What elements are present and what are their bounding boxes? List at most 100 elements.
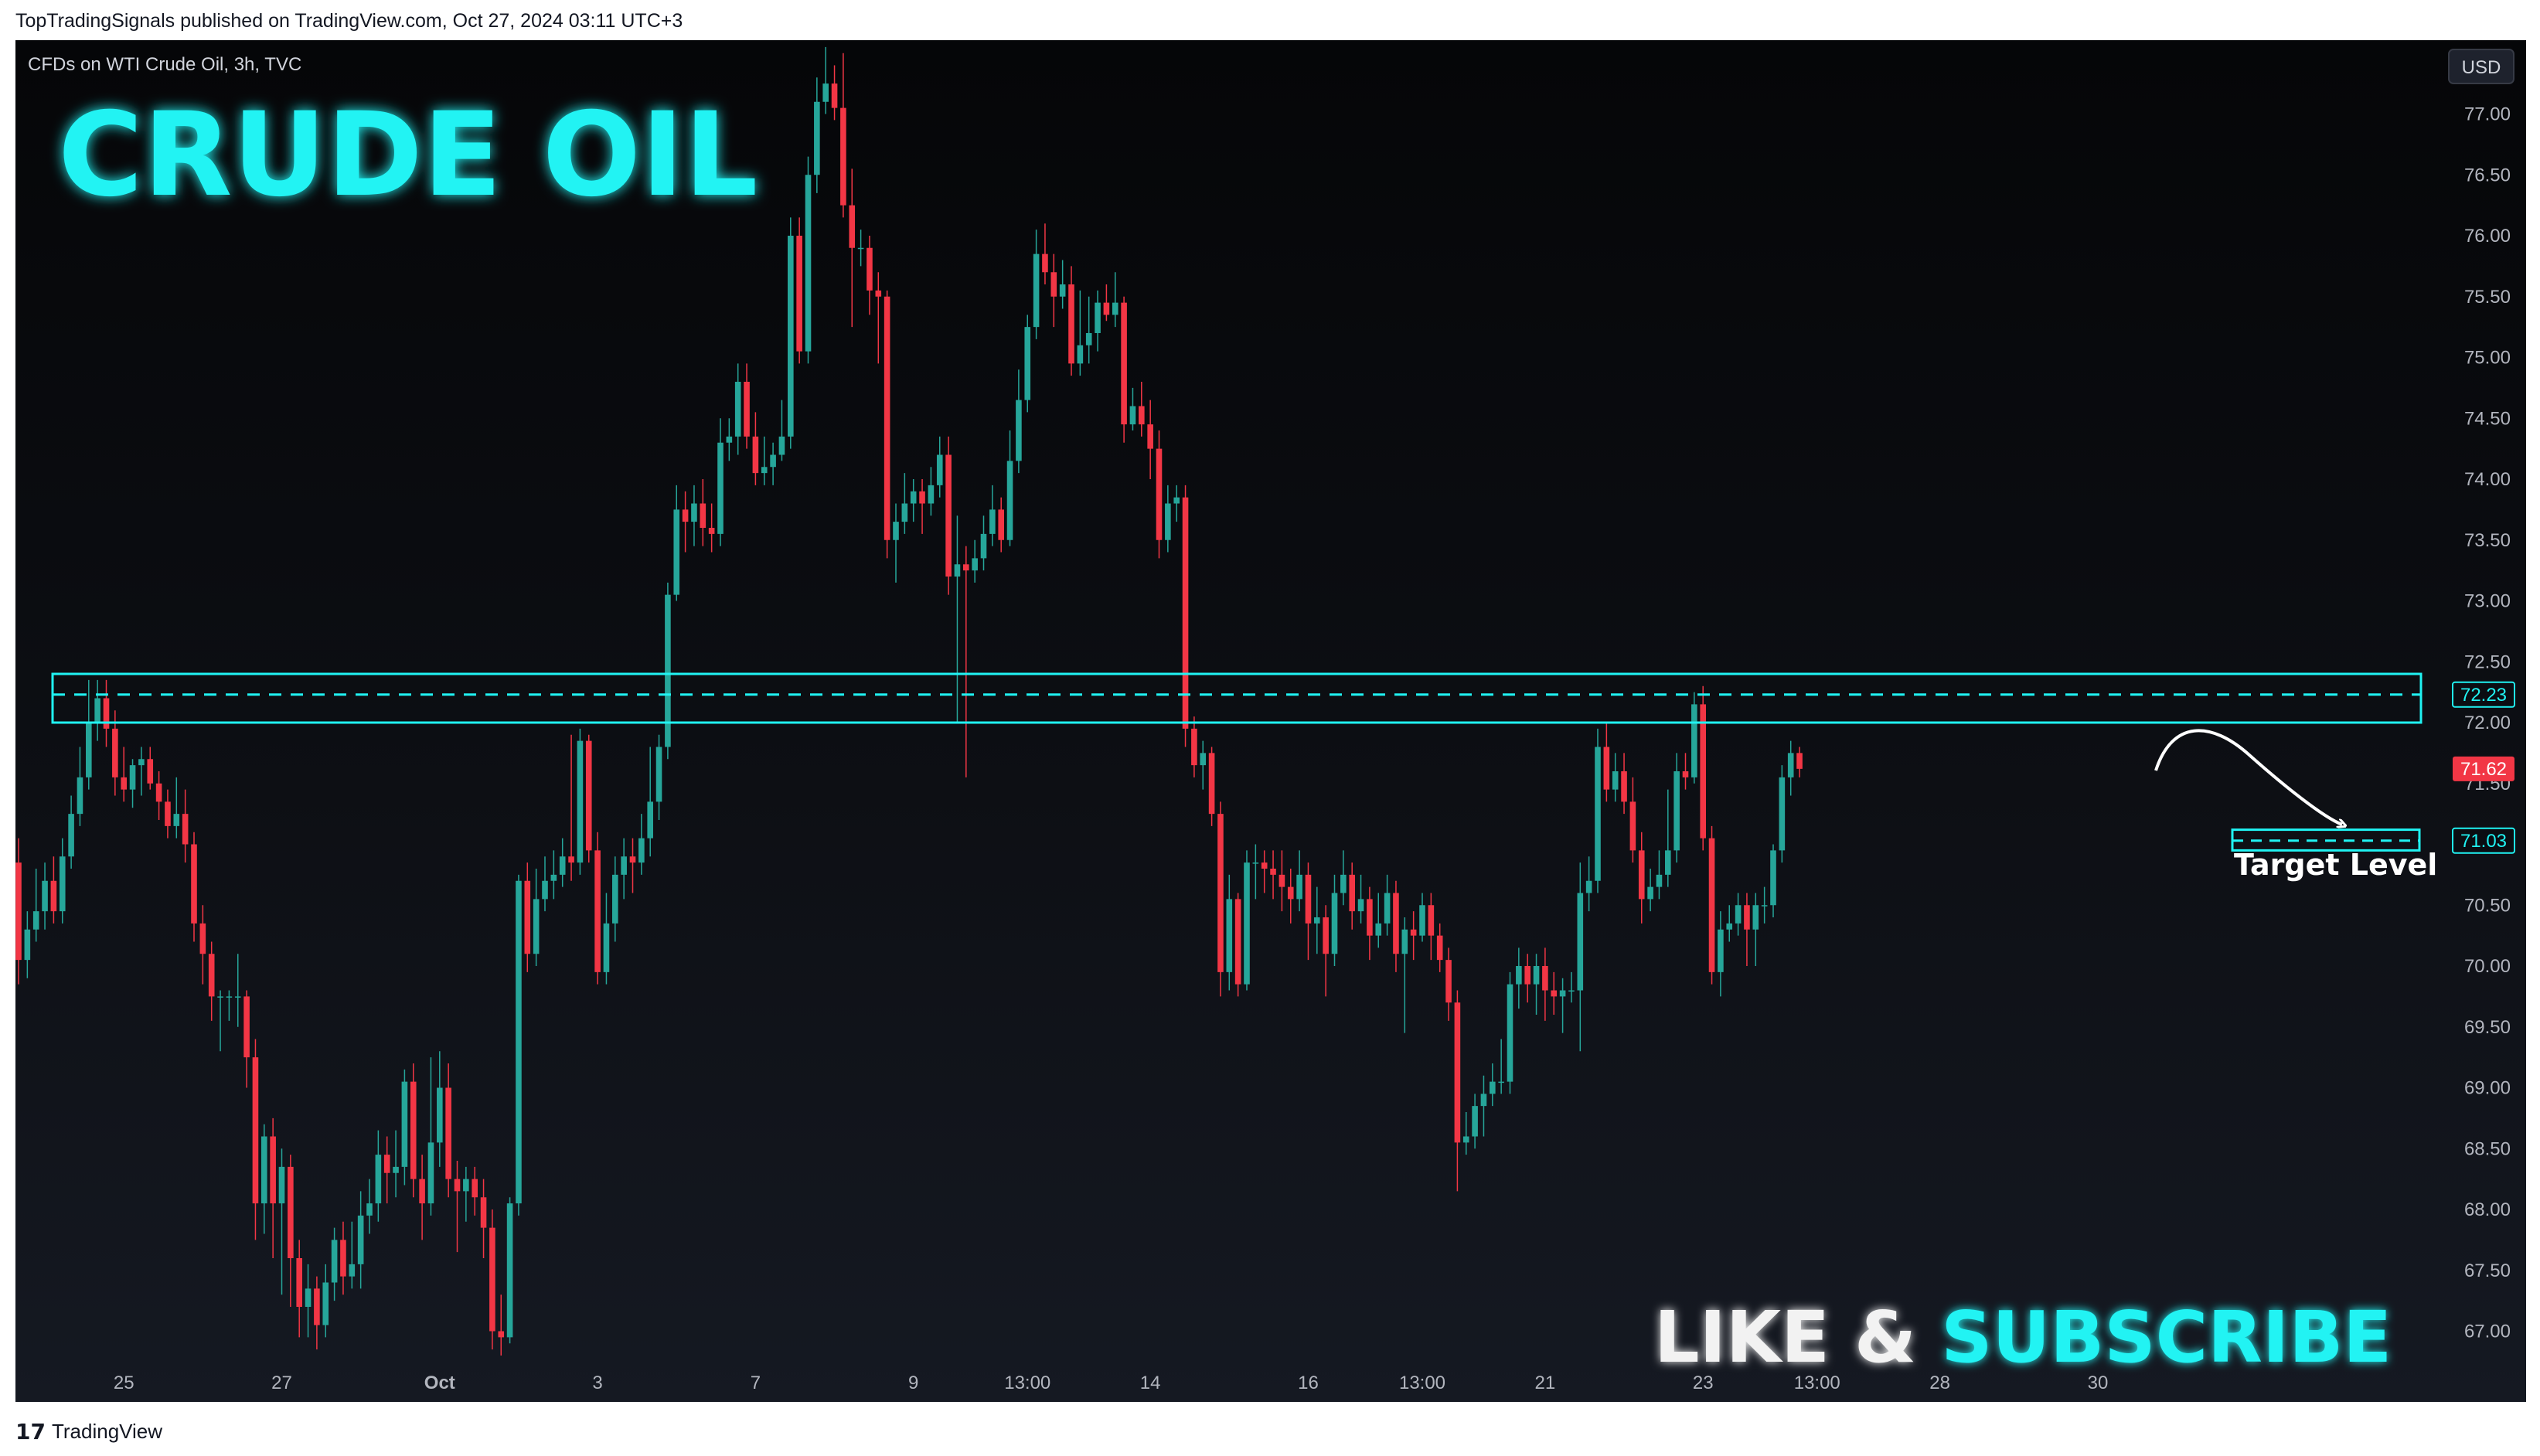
candle — [691, 485, 697, 546]
candle — [1542, 947, 1548, 1021]
candle-body — [629, 856, 636, 863]
candle — [480, 1179, 487, 1258]
candle — [603, 893, 610, 985]
candle-body — [638, 838, 645, 863]
candle-body — [191, 844, 197, 924]
time-axis[interactable]: 25 27 Oct 3 7 9 13:00 14 16 13:00 21 23 13:00 28 30 — [114, 1373, 2108, 1393]
candle — [498, 1294, 505, 1356]
candle-body — [1085, 333, 1092, 345]
candle-body — [857, 247, 864, 250]
candle-body — [1445, 960, 1452, 1003]
candle — [972, 539, 978, 583]
candle — [1445, 947, 1452, 1021]
candle-body — [524, 880, 531, 954]
candle — [1059, 260, 1066, 309]
candle-body — [94, 698, 100, 723]
candle-body — [1638, 850, 1645, 900]
candle-body — [463, 1179, 469, 1192]
candle-body — [1234, 899, 1241, 985]
candle-body — [173, 814, 180, 826]
candle-body — [50, 880, 57, 912]
candle-body — [744, 382, 750, 437]
candle-body — [1296, 874, 1302, 900]
symbol-info: CFDs on WTI Crude Oil, 3h, TVC — [28, 54, 301, 75]
candle-body — [366, 1203, 373, 1216]
resistance-zone[interactable] — [51, 672, 2423, 724]
candle — [1490, 1063, 1496, 1107]
candle-body — [305, 1288, 312, 1307]
candle-body — [208, 954, 215, 997]
last-price-label-text: 71.62 — [2460, 759, 2507, 780]
candle — [50, 856, 57, 924]
price-tick-label: 69.00 — [2464, 1078, 2511, 1099]
candle-body — [1261, 862, 1268, 869]
tradingview-logo[interactable]: 17 TradingView — [15, 1419, 162, 1444]
candle — [1016, 369, 1022, 474]
candle-body — [1393, 893, 1399, 954]
candle — [612, 856, 618, 942]
candle-body — [375, 1155, 382, 1204]
candle-body — [919, 491, 925, 504]
candle — [1638, 832, 1645, 924]
candle — [243, 990, 250, 1088]
candle — [1217, 801, 1224, 997]
candle-body — [831, 83, 838, 108]
candle — [1103, 284, 1110, 321]
candle-body — [1787, 753, 1794, 777]
candle — [1156, 430, 1163, 559]
candle — [1787, 740, 1794, 796]
candle — [1200, 740, 1207, 790]
candle-body — [1770, 850, 1776, 906]
candle-body — [673, 509, 680, 595]
candle — [980, 515, 987, 571]
candle-body — [437, 1087, 443, 1143]
candle-body — [1200, 753, 1207, 766]
candle-body — [1208, 753, 1215, 815]
candle-body — [1191, 728, 1197, 766]
price-axis[interactable]: 77.00 76.50 76.00 75.50 75.00 74.50 74.00 73.50… — [2464, 104, 2511, 1342]
candle-body — [1436, 935, 1443, 961]
candle — [1129, 387, 1136, 430]
tradingview-logo-text: TradingView — [51, 1420, 163, 1443]
candle-body — [234, 996, 241, 998]
candle — [708, 503, 715, 553]
candle — [155, 771, 162, 820]
candle — [86, 679, 92, 790]
candle — [1656, 850, 1663, 900]
candle — [454, 1161, 461, 1253]
candle — [1349, 862, 1355, 930]
candle-body — [1603, 747, 1610, 790]
candle-body — [936, 454, 943, 485]
zones-layer — [51, 672, 2423, 852]
chart-frame[interactable]: CFDs on WTI Crude Oil, 3h, TVC CRUDE OIL… — [15, 40, 2526, 1402]
candle-body — [1340, 874, 1347, 893]
price-tick-label: 74.50 — [2464, 408, 2511, 429]
candle-body — [1428, 905, 1435, 936]
candle-body — [770, 454, 776, 468]
candle-body — [1252, 862, 1259, 864]
time-tick-label: 27 — [271, 1373, 292, 1393]
candle — [129, 759, 136, 808]
candle — [1718, 911, 1724, 997]
candle-body — [1498, 1081, 1504, 1083]
candle-body — [1490, 1081, 1496, 1094]
candle — [814, 77, 820, 193]
target-price-label-text: 71.03 — [2460, 831, 2507, 852]
time-tick-label: 13:00 — [1004, 1373, 1050, 1393]
candle — [357, 1191, 364, 1289]
candle — [1419, 893, 1425, 942]
candle-body — [1059, 284, 1066, 297]
candle — [1682, 753, 1689, 790]
candle — [1323, 905, 1329, 997]
candle — [383, 1136, 390, 1204]
candle — [1112, 272, 1118, 328]
currency-button[interactable]: USD — [2448, 49, 2514, 84]
candle-body — [1367, 899, 1373, 936]
candle-body — [1103, 302, 1110, 315]
time-tick-label: 25 — [114, 1373, 134, 1393]
candle — [1279, 850, 1285, 912]
candle — [1191, 716, 1197, 777]
time-tick-label: 3 — [592, 1373, 602, 1393]
candle — [893, 503, 899, 583]
candle-body — [1033, 253, 1040, 328]
